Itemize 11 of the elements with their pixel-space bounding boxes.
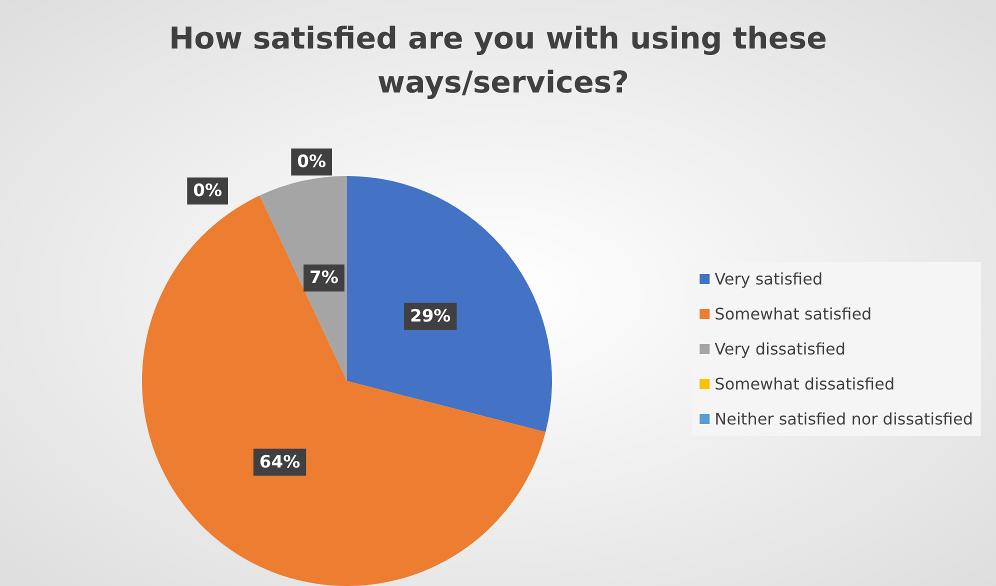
legend-label: Somewhat dissatisfied — [714, 374, 895, 394]
text: 0% — [297, 152, 326, 172]
data-label: 64% — [259, 452, 300, 472]
text: 0% — [193, 181, 222, 201]
legend-label: Very satisfied — [714, 270, 823, 288]
data-label: 29% — [410, 306, 451, 326]
legend-label: Very dissatisfied — [714, 340, 846, 358]
legend-label: Neither satisfied nor dissatisfied — [714, 410, 973, 428]
chart-title: How satisfied are you with using these ways/services? — [169, 22, 827, 100]
data-label: 7% — [310, 268, 338, 288]
legend-label: Somewhat satisfied — [714, 304, 872, 324]
